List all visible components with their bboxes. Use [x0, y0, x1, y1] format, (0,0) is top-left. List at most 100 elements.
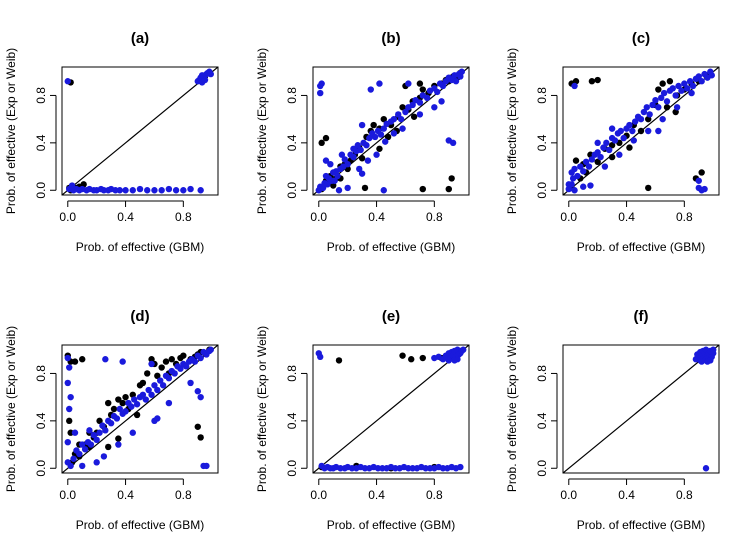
data-point-blue — [698, 78, 705, 85]
data-point-black — [148, 356, 155, 363]
data-point-black — [119, 399, 126, 407]
data-point-blue — [102, 427, 109, 434]
plot-frame — [562, 344, 720, 474]
y-tick-label: 0.0 — [34, 460, 48, 477]
data-point-blue — [571, 187, 578, 194]
data-point-black — [410, 113, 418, 120]
panel-title: (d) — [130, 308, 149, 325]
data-point-blue — [582, 158, 590, 166]
data-point-blue — [191, 358, 199, 365]
data-point-blue — [122, 408, 129, 415]
data-point-blue — [659, 115, 666, 123]
panel-title: (f) — [634, 308, 649, 325]
data-point-blue — [617, 127, 624, 135]
data-point-black — [79, 356, 86, 363]
data-point-blue — [580, 168, 587, 175]
reference-line — [62, 345, 218, 473]
data-point-blue — [154, 386, 161, 394]
y-tick-label: 0.4 — [535, 412, 549, 429]
data-point-blue — [382, 138, 389, 145]
x-tick-label: 0.0 — [59, 488, 76, 502]
data-point-blue — [119, 358, 126, 365]
data-point-blue — [620, 134, 627, 142]
y-axis-label: Prob. of effective (Exp or Weib) — [255, 326, 269, 492]
data-point-blue — [67, 462, 74, 470]
data-point-blue — [357, 146, 364, 154]
data-point-blue — [350, 145, 357, 152]
data-point-blue — [574, 172, 581, 180]
y-tick-label: 0.4 — [285, 134, 299, 151]
data-point-blue — [695, 73, 702, 80]
data-point-black — [105, 399, 112, 407]
plot-data — [563, 67, 719, 195]
data-point-blue — [632, 118, 639, 125]
data-point-blue — [165, 185, 173, 193]
x-axis-label: Prob. of effective (GBM) — [327, 518, 456, 532]
data-point-blue — [64, 78, 71, 85]
y-tick-label: 0.8 — [285, 87, 299, 104]
data-point-blue — [380, 187, 387, 194]
panel-6: (f) 0.0 0.4 0.8 0.0 0.4 0.8 Prob. of effective … — [505, 308, 720, 532]
data-point-blue — [588, 156, 596, 163]
data-point-black — [139, 379, 147, 387]
data-point-blue — [431, 104, 438, 111]
data-point-blue — [637, 115, 645, 123]
data-point-blue — [568, 169, 575, 176]
data-point-blue — [707, 357, 714, 364]
panel-title: (e) — [382, 308, 400, 325]
data-point-blue — [587, 182, 594, 189]
plot-data — [62, 345, 218, 473]
x-tick-label: 0.4 — [117, 488, 134, 502]
y-tick-label: 0.8 — [34, 365, 48, 382]
data-point-black — [419, 86, 426, 93]
data-point-black — [419, 185, 426, 193]
data-point-blue — [165, 374, 173, 382]
data-point-blue — [363, 142, 370, 149]
data-point-black — [572, 157, 580, 164]
data-point-black — [162, 358, 170, 365]
data-point-blue — [183, 363, 190, 370]
data-point-blue — [177, 365, 184, 372]
data-point-blue — [87, 441, 95, 448]
data-point-blue — [643, 104, 650, 111]
data-point-black — [318, 139, 325, 147]
panel-title: (a) — [131, 30, 149, 47]
data-point-blue — [102, 356, 109, 363]
panel-2: (b) 0.0 0.4 0.8 0.0 0.4 0.8 Prob. of effective … — [255, 30, 470, 254]
data-point-black — [133, 411, 141, 419]
data-point-black — [105, 443, 112, 451]
x-tick-label: 0.0 — [59, 210, 76, 224]
data-point-blue — [145, 386, 152, 394]
data-point-black — [594, 158, 601, 166]
plot-frame — [61, 66, 219, 196]
data-point-blue — [67, 393, 74, 401]
data-point-blue — [399, 125, 406, 132]
data-point-blue — [603, 139, 610, 147]
data-point-blue — [695, 177, 702, 184]
data-point-blue — [81, 446, 89, 453]
data-point-blue — [645, 127, 652, 135]
y-tick-label: 0.4 — [285, 412, 299, 429]
data-point-blue — [626, 121, 633, 129]
data-point-blue — [377, 131, 385, 138]
data-point-blue — [601, 163, 609, 170]
panel-4: (d) 0.0 0.4 0.8 0.0 0.4 0.8 Prob. of effective … — [4, 308, 219, 532]
data-point-blue — [129, 429, 136, 436]
data-point-black — [594, 76, 601, 84]
data-point-blue — [324, 181, 331, 188]
data-point-blue — [322, 157, 330, 164]
x-axis-label: Prob. of effective (GBM) — [76, 240, 205, 254]
data-point-blue — [100, 453, 108, 460]
data-point-blue — [148, 391, 155, 398]
data-point-black — [168, 356, 175, 363]
data-point-blue — [688, 89, 695, 97]
y-tick-label: 0.0 — [34, 182, 48, 199]
x-tick-label: 0.4 — [618, 488, 635, 502]
data-point-blue — [416, 99, 424, 106]
data-point-black — [66, 417, 73, 425]
data-point-blue — [416, 111, 424, 118]
data-point-blue — [585, 163, 593, 170]
data-point-blue — [673, 104, 681, 111]
data-point-blue — [317, 82, 324, 90]
data-point-blue — [122, 187, 129, 194]
